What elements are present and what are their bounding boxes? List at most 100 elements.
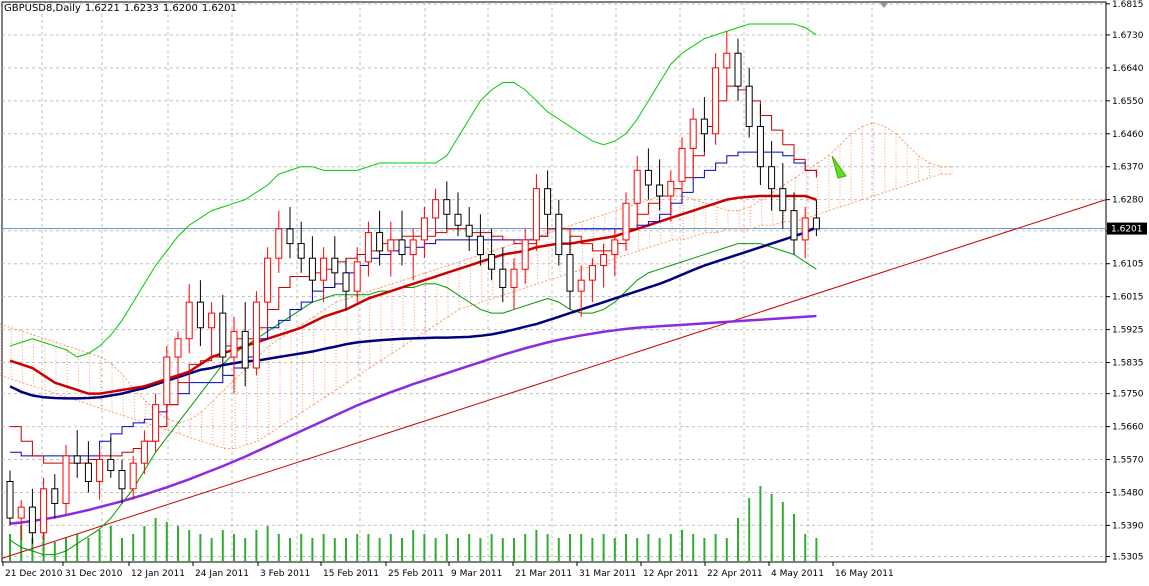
candle-body [376, 232, 384, 252]
cloud-edge-bottom [44, 389, 57, 395]
cloud-edge-top [459, 257, 471, 263]
cloud-edge-bottom [134, 418, 146, 424]
cloud-edge-bottom [179, 433, 191, 439]
candle-body [219, 312, 227, 358]
price-label: 1.5750 [1112, 390, 1144, 400]
cloud-edge-bottom [839, 202, 852, 208]
price-axis: 1.6815 1.6730 1.6640 1.6550 1.6460 1.6370 1.62… [1106, 0, 1147, 563]
date-label: 9 Mar 2011 [451, 569, 502, 579]
candle-body [140, 440, 148, 464]
cloud-edge-top [234, 367, 247, 380]
candle-body [443, 199, 451, 215]
cloud-edge-bottom [873, 191, 885, 197]
cloud-edge-top [929, 162, 941, 168]
trendline [1, 199, 1107, 559]
candle-body [398, 239, 406, 256]
date-label: 24 Jan 2011 [195, 569, 249, 579]
cloud-edge-top [335, 297, 348, 303]
candle-body [208, 312, 216, 329]
cloud-edge-bottom [246, 440, 258, 446]
candle-body [588, 265, 596, 281]
cloud-edge-top [739, 206, 751, 212]
cloud-edge-bottom [167, 429, 180, 435]
cloud-edge-bottom [806, 213, 818, 219]
cloud-edge-bottom [235, 444, 247, 450]
candle-body [353, 261, 361, 292]
cloud-edge-top [134, 389, 146, 402]
cloud-edge-top [873, 122, 885, 127]
cloud-edge-bottom [817, 210, 829, 215]
cloud-edge-top [179, 418, 191, 424]
candle-body [678, 147, 686, 182]
price-label: 1.5305 [1112, 553, 1144, 563]
cloud-edge-bottom [515, 287, 527, 292]
cloud-edge-top [22, 330, 34, 336]
date-label: 12 Apr 2011 [643, 569, 699, 579]
candle-body [241, 330, 249, 369]
cloud-edge-top [414, 272, 426, 277]
price-label: 1.6550 [1112, 97, 1144, 107]
plot-frame [1, 1, 1107, 563]
cloud-edge-top [582, 217, 594, 223]
marker-arrow-icon [831, 155, 847, 179]
ma-slow-line [9, 194, 817, 395]
candle-body [331, 257, 339, 274]
candle-body [308, 257, 316, 281]
cloud-edge-top [470, 254, 482, 259]
candle-body [129, 462, 137, 490]
candle-body [510, 268, 518, 288]
cloud-edge-bottom [201, 440, 213, 446]
cloud-edge-bottom [100, 407, 113, 413]
candle-body [297, 243, 305, 259]
candle-body [756, 125, 764, 168]
cloud-edge-bottom [851, 199, 863, 204]
price-label: 1.5660 [1112, 423, 1144, 433]
candle-body [320, 257, 328, 281]
ma-longest-line [9, 314, 817, 525]
candle-body [566, 254, 574, 292]
price-label: 1.6460 [1112, 130, 1144, 140]
cloud-edge-bottom [638, 246, 650, 252]
candle-body [801, 217, 809, 241]
candle-body [364, 232, 372, 263]
date-label: 25 Feb 2011 [388, 569, 444, 579]
cloud-edge-bottom [627, 250, 639, 256]
candle-body [644, 169, 652, 186]
cloud-edge-top [167, 418, 180, 424]
indicator-lines [1, 23, 1107, 559]
cloud-edge-bottom [492, 294, 505, 299]
cloud-edge-bottom [190, 437, 202, 442]
candle-body [465, 224, 473, 237]
candle-body [812, 217, 820, 230]
date-axis: 21 Dec 2010 31 Dec 2010 12 Jan 2011 24 Jan … [2, 562, 894, 579]
price-label: 1.6815 [1112, 0, 1144, 10]
date-label: 21 Dec 2010 [5, 569, 63, 579]
scroll-marker-icon [880, 3, 888, 8]
current-price-label: 1.6201 [1111, 225, 1143, 235]
candle-body [499, 268, 507, 288]
candle-body [420, 217, 428, 241]
candle-body [84, 462, 92, 482]
open-value: 1.6221 [84, 3, 120, 14]
date-label: 31 Mar 2011 [579, 569, 636, 579]
cloud-edge-bottom [22, 382, 34, 387]
cloud-edge-top [78, 349, 90, 354]
candle-body [174, 338, 182, 358]
low-value: 1.6200 [162, 3, 198, 14]
price-label: 1.5390 [1112, 521, 1144, 531]
cloud-edge-bottom [716, 228, 729, 234]
candle-body [107, 459, 115, 471]
price-label: 1.6105 [1112, 260, 1144, 270]
cloud-edge-bottom [694, 232, 706, 237]
cloud-edge-top [492, 246, 505, 252]
volume-bars [9, 486, 818, 562]
cloud-edge-top [839, 133, 852, 146]
date-label: 31 Dec 2010 [65, 569, 123, 579]
cloud-edge-top [55, 341, 68, 347]
cloud-edge-top [67, 345, 79, 351]
price-label: 1.5925 [1112, 326, 1144, 336]
cloud-edge-top [212, 389, 225, 402]
candle-body [152, 404, 160, 442]
